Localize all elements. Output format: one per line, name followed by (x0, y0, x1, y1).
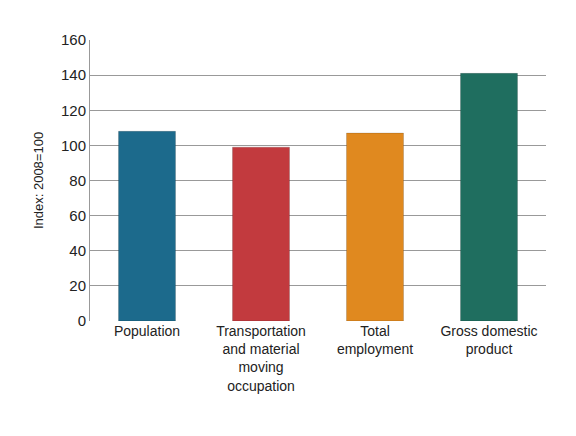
svg-text:120: 120 (61, 102, 86, 119)
svg-text:Population: Population (114, 323, 180, 339)
svg-text:0: 0 (78, 312, 86, 329)
svg-text:160: 160 (61, 31, 86, 48)
svg-text:60: 60 (69, 207, 86, 224)
svg-text:20: 20 (69, 277, 86, 294)
svg-text:Index: 2008=100: Index: 2008=100 (31, 132, 46, 229)
svg-text:Totalemployment: Totalemployment (337, 323, 413, 357)
svg-text:100: 100 (61, 137, 86, 154)
svg-text:40: 40 (69, 242, 86, 259)
svg-text:Gross domesticproduct: Gross domesticproduct (440, 323, 537, 357)
svg-text:Transportationand materialmovi: Transportationand materialmovingoccupati… (216, 323, 306, 394)
svg-text:80: 80 (69, 172, 86, 189)
svg-text:140: 140 (61, 66, 86, 83)
